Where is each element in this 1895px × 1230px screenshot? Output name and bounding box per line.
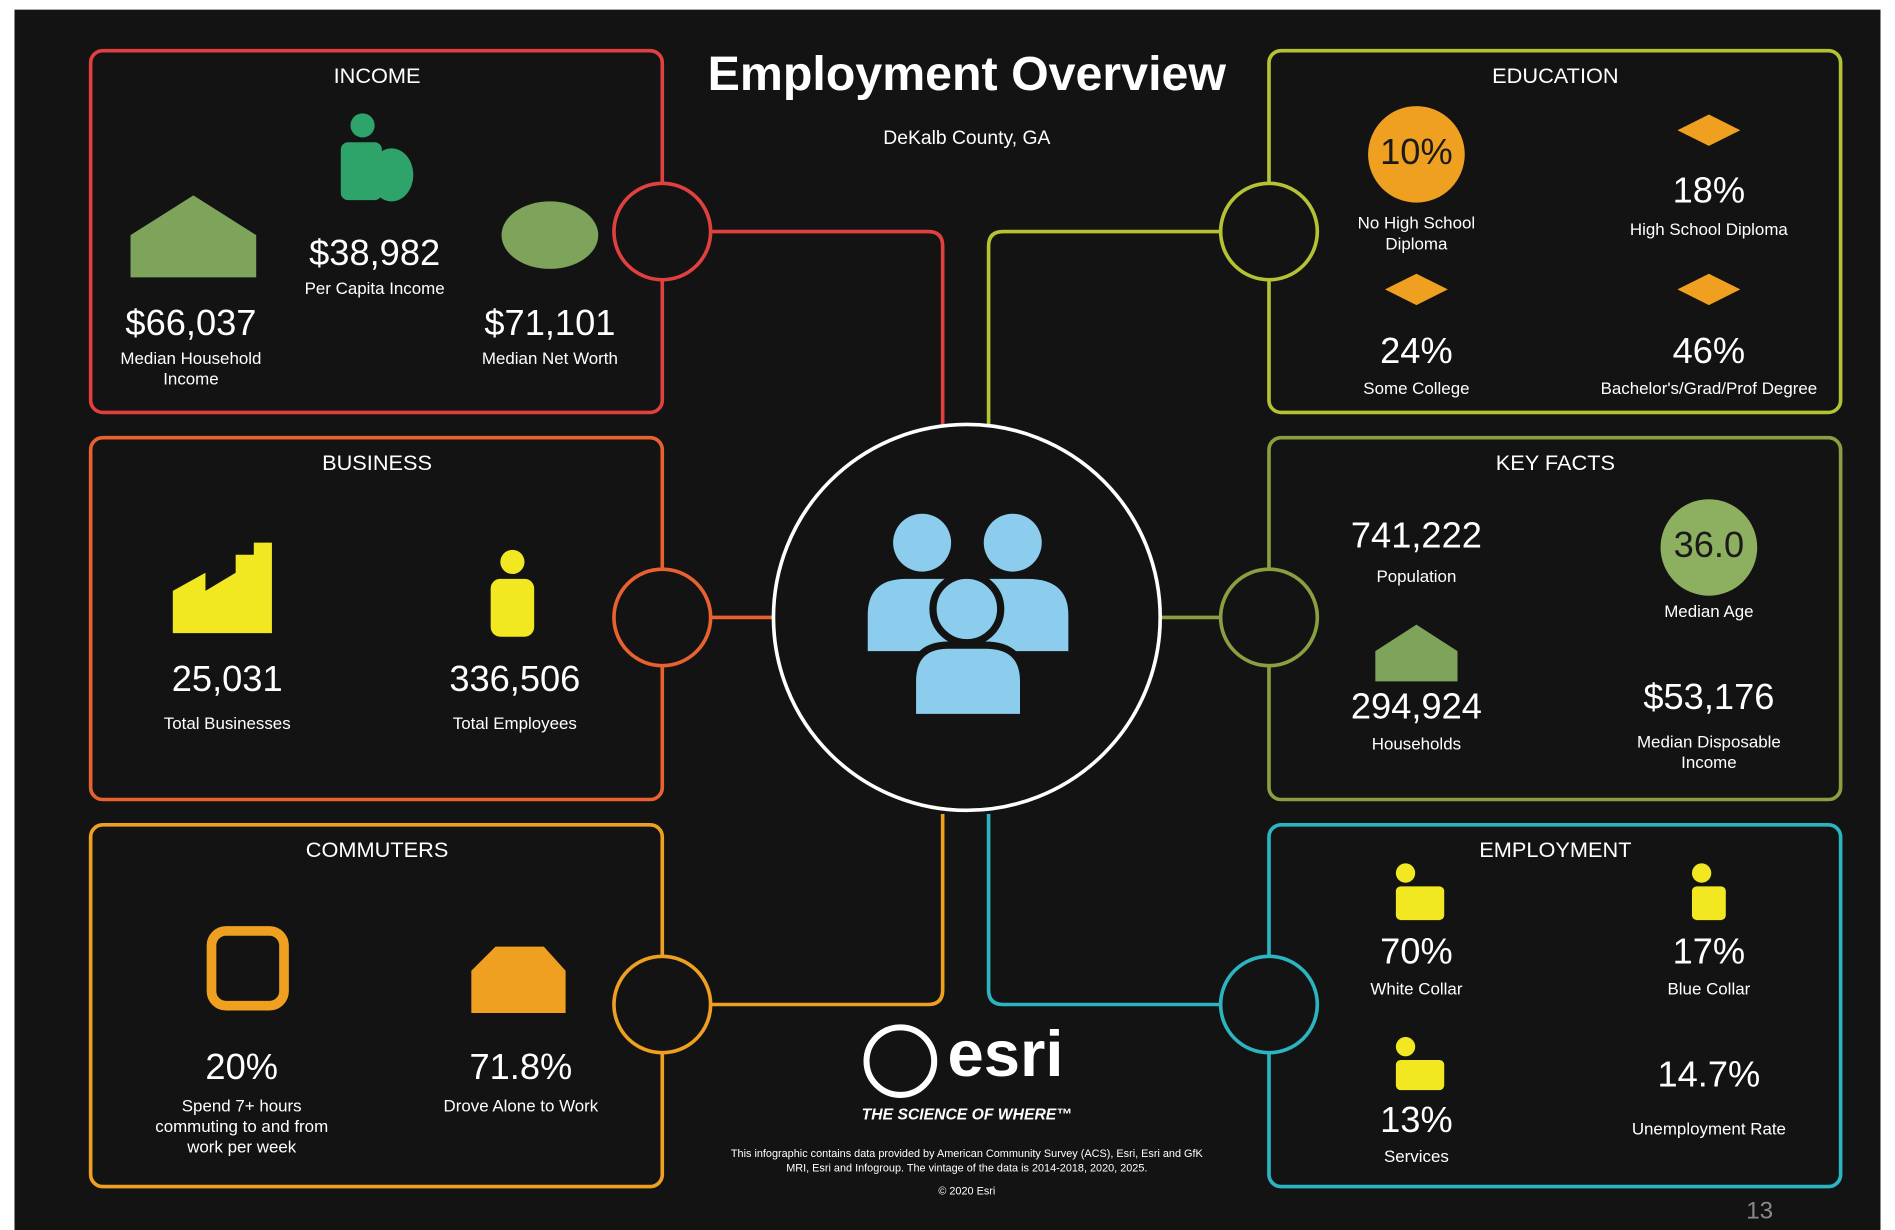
subtitle: DeKalb County, GA xyxy=(883,128,1050,149)
stat-value: 71.8% xyxy=(469,1046,572,1087)
stat-value: 294,924 xyxy=(1351,686,1482,727)
stat-value: $53,176 xyxy=(1643,676,1774,717)
stat-label: Median Disposable xyxy=(1637,732,1781,751)
stat-value: 17% xyxy=(1673,930,1746,971)
stat-label: Median Age xyxy=(1664,602,1753,621)
stat-value: 18% xyxy=(1673,170,1746,211)
stat-label: work per week xyxy=(186,1137,297,1156)
connector-node xyxy=(1218,567,1320,668)
section-heading: EDUCATION xyxy=(1492,63,1618,88)
stat-value: $66,037 xyxy=(125,302,256,343)
copyright: © 2020 Esri xyxy=(938,1185,995,1197)
connector-node xyxy=(612,181,713,282)
stat-label: Population xyxy=(1376,567,1456,586)
connector xyxy=(986,229,1221,425)
stat-label: Median Net Worth xyxy=(482,349,618,368)
connector-node xyxy=(1218,954,1320,1055)
stat-value: 741,222 xyxy=(1351,514,1482,555)
stat-label: Unemployment Rate xyxy=(1632,1119,1786,1138)
stat-label: Diploma xyxy=(1385,234,1448,253)
section-heading: INCOME xyxy=(334,63,421,88)
stat-label: Bachelor's/Grad/Prof Degree xyxy=(1601,379,1818,398)
badge xyxy=(1368,106,1465,203)
stat-label: No High School xyxy=(1358,214,1476,233)
connector xyxy=(710,229,945,425)
stat-label: Some College xyxy=(1363,379,1469,398)
connectors xyxy=(710,229,1221,1007)
badge xyxy=(1660,499,1758,596)
stat-label: Income xyxy=(163,369,218,388)
stat-value: 336,506 xyxy=(449,658,580,699)
disclaimer: This infographic contains data provided … xyxy=(731,1148,1204,1160)
stat-value: 13% xyxy=(1380,1099,1453,1140)
stat-value: 46% xyxy=(1673,330,1746,371)
stat-value: 70% xyxy=(1380,930,1453,971)
stat-label: Services xyxy=(1384,1147,1449,1166)
stat-label: High School Diploma xyxy=(1630,220,1789,239)
connector xyxy=(710,813,945,1007)
section-heading: KEY FACTS xyxy=(1496,450,1615,475)
stat-label: Drove Alone to Work xyxy=(444,1096,599,1115)
disclaimer: MRI, Esri and Infogroup. The vintage of … xyxy=(786,1162,1147,1174)
stat-label: Households xyxy=(1372,735,1461,754)
connector-node xyxy=(1218,181,1320,282)
stat-label: commuting to and from xyxy=(155,1117,328,1136)
stat-label: Median Household xyxy=(120,349,261,368)
stat-value: $38,982 xyxy=(309,232,440,273)
stat-value: 10% xyxy=(1380,131,1453,172)
stat-value: $71,101 xyxy=(484,302,615,343)
section-heading: COMMUTERS xyxy=(306,837,449,862)
stat-value: 36.0 xyxy=(1674,524,1745,565)
connector xyxy=(986,813,1221,1007)
stat-label: Spend 7+ hours xyxy=(182,1096,302,1115)
connector-node xyxy=(612,954,713,1055)
stat-value: 24% xyxy=(1380,330,1453,371)
people-icon xyxy=(867,513,1069,722)
stat-value: 20% xyxy=(205,1046,278,1087)
stat-label: Per Capita Income xyxy=(305,279,445,298)
stat-value: 25,031 xyxy=(172,658,283,699)
section-heading: BUSINESS xyxy=(322,450,432,475)
stat-label: Blue Collar xyxy=(1668,980,1751,999)
stat-label: Total Employees xyxy=(453,714,577,733)
stat-label: Total Businesses xyxy=(164,714,291,733)
title: Employment Overview xyxy=(708,47,1227,101)
stat-label: Income xyxy=(1681,753,1736,772)
connector-node xyxy=(612,567,713,668)
stat-label: White Collar xyxy=(1370,980,1462,999)
brand: esri xyxy=(947,1017,1063,1090)
tagline: THE SCIENCE OF WHERE™ xyxy=(862,1107,1072,1124)
page-number: 13 xyxy=(1746,1197,1773,1224)
section-heading: EMPLOYMENT xyxy=(1479,837,1631,862)
stat-value: 14.7% xyxy=(1657,1053,1760,1094)
